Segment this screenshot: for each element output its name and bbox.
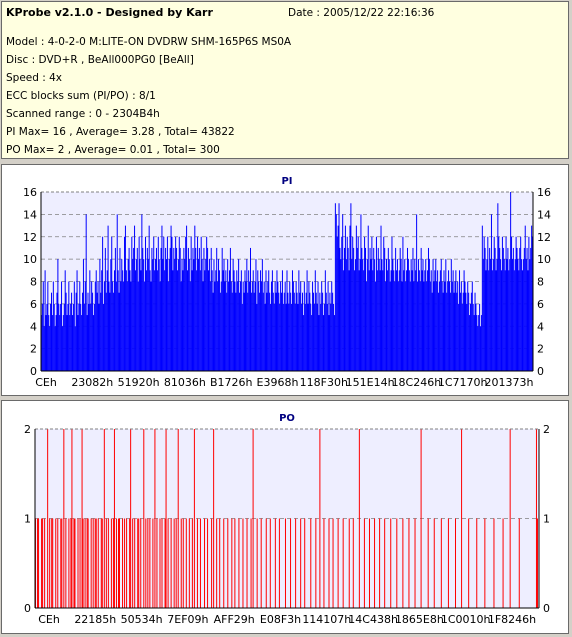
- info-scanned-range: Scanned range : 0 - 2304B4h: [6, 108, 160, 120]
- pi-ytick-right: 16: [537, 186, 551, 199]
- pi-chart: PI 0 0 2 2 4 4 6 6 8 8 10 10 12 12 14 14 16 16 CEh 23082h 519…: [23, 176, 551, 389]
- info-disc: Disc : DVD+R , BeAll000PG0 [BeAll]: [6, 54, 194, 66]
- pi-ytick-right: 12: [537, 231, 551, 244]
- info-po-stats: PO Max= 2 , Average= 0.01 , Total= 300: [6, 144, 220, 156]
- pi-ytick-right: 4: [537, 320, 544, 333]
- pi-ytick-right: 10: [537, 253, 551, 266]
- po-xtick-label: 14C438h: [348, 613, 398, 626]
- pi-ytick-left: 2: [30, 343, 37, 356]
- pi-xtick-label: 23082h: [71, 376, 113, 389]
- po-xtick-label: E08F3h: [260, 613, 301, 626]
- info-ecc-blocks: ECC blocks sum (PI/PO) : 8/1: [6, 90, 156, 102]
- pi-ytick-right: 6: [537, 298, 544, 311]
- pi-ytick-left: 12: [23, 231, 37, 244]
- pi-xtick-label: E3968h: [257, 376, 299, 389]
- po-xtick-label: 1F8246h: [488, 613, 536, 626]
- pi-xtick-label: 118F30h: [300, 376, 348, 389]
- pi-ytick-right: 8: [537, 276, 544, 289]
- info-pi-stats: PI Max= 16 , Average= 3.28 , Total= 4382…: [6, 126, 235, 138]
- po-chart: PO 0 0 1 1 2 2 CEh 22185h 50534h 7EF09h AFF29h E08F3…: [24, 413, 550, 626]
- po-xtick-label: 7EF09h: [167, 613, 208, 626]
- pi-ytick-right: 14: [537, 208, 551, 221]
- pi-xtick-label: 81036h: [164, 376, 206, 389]
- po-ytick-left: 0: [24, 602, 31, 615]
- pi-xtick-label: 151E14h: [346, 376, 395, 389]
- po-xtick-label: 1865E8h: [395, 613, 444, 626]
- pi-xtick-label: CEh: [35, 376, 57, 389]
- po-chart-title: PO: [279, 413, 295, 424]
- po-ytick-right: 2: [543, 423, 550, 436]
- pi-xtick-label: 18C246h: [392, 376, 442, 389]
- pi-xtick-label: 201373h: [485, 376, 534, 389]
- pi-chart-panel: PI 0 0 2 2 4 4 6 6 8 8 10 10 12 12 14 14 16 16 CEh 23082h 519…: [1, 164, 569, 396]
- pi-xtick-label: B1726h: [210, 376, 253, 389]
- pi-ytick-left: 0: [30, 365, 37, 378]
- po-xtick-label: 1C0010h: [441, 613, 491, 626]
- pi-ytick-right: 2: [537, 343, 544, 356]
- pi-ytick-left: 16: [23, 186, 37, 199]
- po-ytick-right: 0: [543, 602, 550, 615]
- disc-info-panel: KProbe v2.1.0 - Designed by Karr Date : …: [1, 1, 569, 159]
- pi-ytick-left: 8: [30, 276, 37, 289]
- po-xtick-label: 22185h: [74, 613, 116, 626]
- pi-chart-title: PI: [281, 176, 292, 187]
- po-ytick-right: 1: [543, 513, 550, 526]
- pi-ytick-left: 10: [23, 253, 37, 266]
- app-title: KProbe v2.1.0 - Designed by Karr: [6, 6, 213, 19]
- scan-date: Date : 2005/12/22 22:16:36: [288, 7, 435, 19]
- po-ytick-left: 1: [24, 513, 31, 526]
- po-xtick-label: 114107h: [302, 613, 351, 626]
- po-ytick-left: 2: [24, 423, 31, 436]
- po-xtick-label: AFF29h: [214, 613, 255, 626]
- info-model: Model : 4-0-2-0 M:LITE-ON DVDRW SHM-165P…: [6, 36, 292, 48]
- pi-ytick-left: 6: [30, 298, 37, 311]
- po-xtick-label: CEh: [38, 613, 60, 626]
- pi-xtick-label: 1C7170h: [438, 376, 488, 389]
- po-chart-panel: PO 0 0 1 1 2 2 CEh 22185h 50534h 7EF09h AFF29h E08F3…: [1, 400, 569, 634]
- pi-xtick-label: 51920h: [118, 376, 160, 389]
- po-xtick-label: 50534h: [121, 613, 163, 626]
- pi-ytick-left: 14: [23, 208, 37, 221]
- pi-ytick-left: 4: [30, 320, 37, 333]
- info-speed: Speed : 4x: [6, 72, 63, 84]
- pi-ytick-right: 0: [537, 365, 544, 378]
